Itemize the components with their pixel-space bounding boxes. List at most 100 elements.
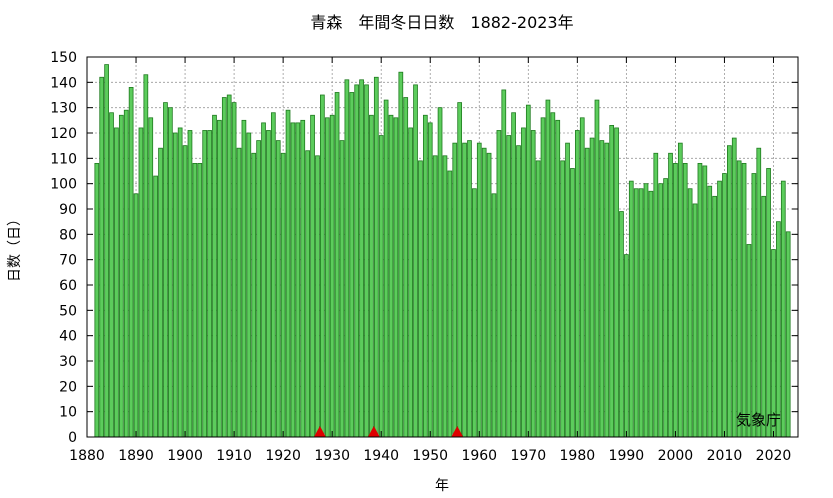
- bar: [192, 162, 198, 438]
- bar: [172, 132, 178, 438]
- x-tick-label: 1990: [609, 448, 645, 464]
- x-tick-label: 1920: [265, 448, 301, 464]
- bar: [334, 92, 340, 438]
- bar: [393, 117, 399, 438]
- x-tick-label: 1940: [363, 448, 399, 464]
- bar: [751, 173, 757, 438]
- bar: [486, 152, 492, 438]
- bar: [285, 109, 291, 438]
- bar: [614, 127, 619, 438]
- bar: [609, 125, 615, 438]
- bar: [712, 195, 717, 438]
- bar: [570, 168, 575, 438]
- bar: [118, 114, 124, 438]
- x-tick-label: 1880: [69, 448, 105, 464]
- bar: [418, 160, 423, 438]
- bar: [717, 180, 722, 438]
- bar: [565, 142, 570, 438]
- bar: [143, 74, 149, 438]
- y-tick-label: 80: [59, 227, 77, 243]
- bar: [668, 152, 673, 438]
- bar: [481, 147, 487, 438]
- bar: [525, 104, 531, 438]
- bar: [207, 130, 212, 438]
- x-tick-label: 2020: [756, 448, 792, 464]
- bar: [638, 188, 644, 438]
- bar: [364, 84, 369, 438]
- bar: [530, 130, 536, 438]
- bar: [516, 145, 521, 438]
- bar: [619, 211, 624, 438]
- axis-ticks: 0 10 20 30 40 50 60 70 80 90 100 110 120 130 140 150 188…: [50, 50, 798, 464]
- y-tick-label: 70: [59, 253, 77, 269]
- bar: [594, 99, 600, 438]
- station-relocation-marker: [313, 426, 326, 437]
- bar: [584, 147, 590, 438]
- bar: [521, 127, 526, 438]
- bar: [305, 150, 311, 438]
- bar: [442, 155, 448, 438]
- x-tick-label: 1960: [461, 448, 497, 464]
- bar: [663, 178, 668, 438]
- y-tick-label: 60: [59, 278, 77, 294]
- bar: [491, 193, 497, 438]
- x-tick-label: 1890: [118, 448, 154, 464]
- bar: [540, 117, 546, 438]
- y-axis-title: 日数（日）: [7, 212, 23, 282]
- chart-title: 青森 年間冬日日数 1882-2023年: [310, 13, 573, 32]
- y-tick-label: 140: [50, 75, 77, 91]
- bar: [604, 142, 610, 438]
- bar: [359, 79, 364, 438]
- bar: [217, 119, 222, 438]
- bar: [702, 165, 708, 438]
- bar: [383, 99, 389, 438]
- bar: [766, 168, 771, 438]
- bar: [153, 175, 158, 438]
- x-tick-label: 1980: [560, 448, 596, 464]
- bar: [373, 76, 379, 438]
- bar: [427, 122, 433, 438]
- bar: [168, 107, 173, 438]
- y-tick-label: 100: [50, 177, 77, 193]
- bar: [231, 102, 237, 438]
- bar: [506, 135, 512, 438]
- bar: [447, 170, 453, 438]
- bar: [422, 114, 428, 438]
- bar: [511, 112, 516, 438]
- bar: [462, 142, 467, 438]
- bar: [241, 119, 247, 438]
- bar: [413, 84, 418, 438]
- bar: [785, 231, 791, 438]
- bar: [123, 109, 129, 438]
- bar: [776, 221, 781, 438]
- bar: [280, 152, 286, 438]
- bar: [476, 142, 482, 438]
- bar: [310, 114, 315, 438]
- bar: [682, 162, 688, 438]
- bar: [731, 137, 737, 438]
- bar: [128, 87, 134, 438]
- plot-frame: [86, 56, 799, 438]
- bar: [320, 94, 325, 438]
- bar: [697, 162, 703, 438]
- bar: [197, 162, 203, 438]
- bar: [329, 114, 335, 438]
- bar: [741, 162, 747, 438]
- bar: [339, 140, 345, 438]
- x-tick-label: 2000: [658, 448, 694, 464]
- bar: [369, 114, 374, 438]
- y-tick-label: 10: [59, 405, 77, 421]
- x-tick-label: 1970: [510, 448, 546, 464]
- bar: [677, 142, 683, 438]
- bar: [290, 122, 296, 438]
- bar: [579, 117, 585, 438]
- bar: [226, 94, 232, 438]
- bar: [378, 135, 384, 438]
- bar: [187, 130, 193, 438]
- x-tick-label: 2010: [707, 448, 743, 464]
- bar: [599, 140, 605, 438]
- bar: [177, 127, 183, 438]
- bar: [736, 160, 742, 438]
- bar: [212, 114, 217, 438]
- bar: [722, 173, 727, 438]
